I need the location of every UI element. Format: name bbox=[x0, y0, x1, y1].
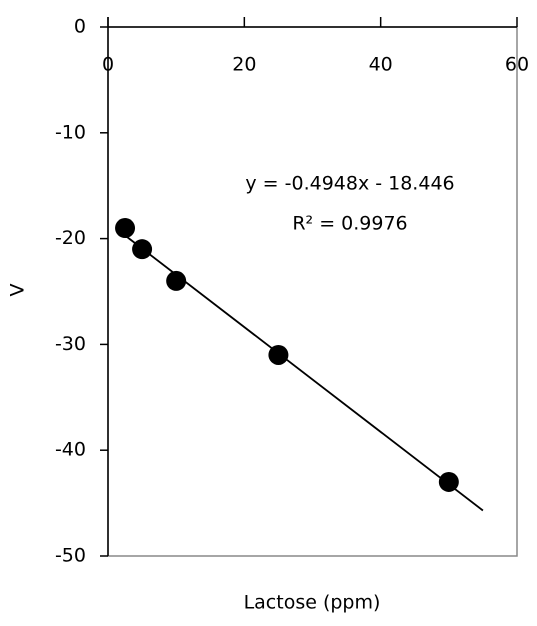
y-tick-label: -20 bbox=[55, 227, 86, 249]
x-tick-label: 40 bbox=[369, 54, 393, 76]
data-point bbox=[166, 270, 187, 291]
y-axis-label: V bbox=[7, 284, 29, 297]
y-tick-label: -40 bbox=[55, 439, 86, 461]
data-point bbox=[115, 218, 136, 239]
y-tick-label: 0 bbox=[74, 16, 86, 38]
x-tick-label: 20 bbox=[232, 54, 256, 76]
data-point bbox=[268, 344, 289, 365]
data-point bbox=[132, 239, 153, 260]
x-tick-label: 0 bbox=[102, 54, 114, 76]
r-squared: R² = 0.9976 bbox=[292, 213, 407, 235]
y-tick-label: -50 bbox=[55, 545, 86, 567]
y-tick-label: -10 bbox=[55, 121, 86, 143]
x-tick-label: 60 bbox=[505, 54, 529, 76]
y-tick-label: -30 bbox=[55, 333, 86, 355]
x-axis-label: Lactose (ppm) bbox=[244, 592, 381, 614]
data-point bbox=[438, 471, 459, 492]
equation: y = -0.4948x - 18.446 bbox=[245, 173, 454, 195]
